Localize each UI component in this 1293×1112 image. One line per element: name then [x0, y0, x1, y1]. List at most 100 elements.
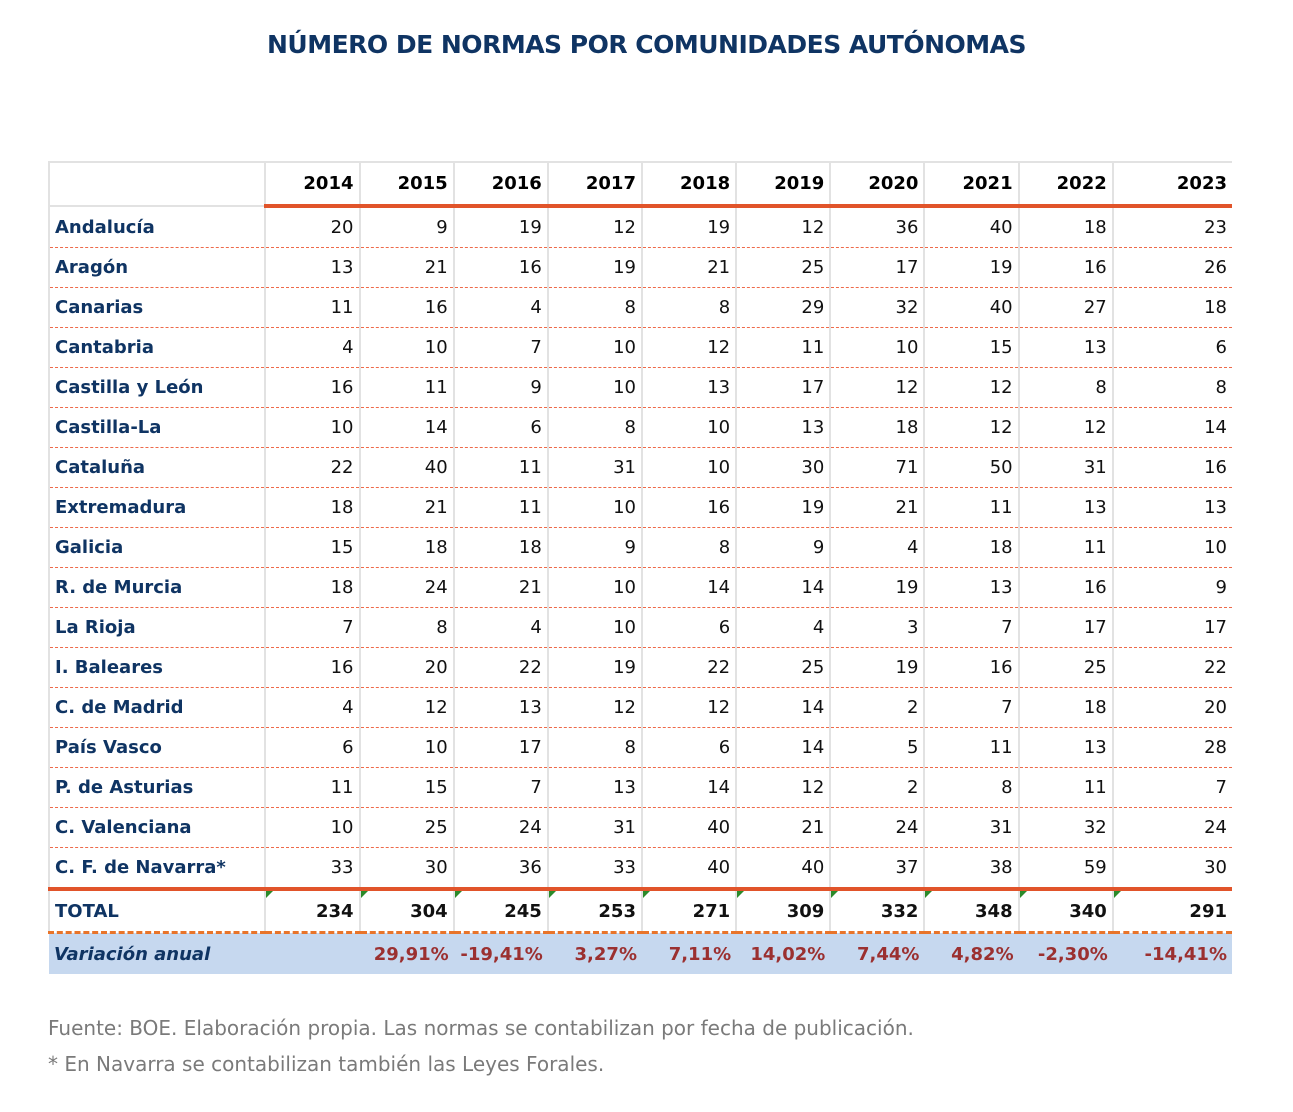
- cell-value: 10: [264, 807, 360, 848]
- region-name: I. Baleares: [47, 647, 266, 688]
- cell-value: 33: [264, 847, 360, 890]
- cell-value: 7: [923, 687, 1019, 728]
- cell-value: 13: [1017, 727, 1113, 768]
- cell-value: 14: [640, 567, 737, 608]
- region-name: P. de Asturias: [47, 767, 266, 808]
- cell-value: 38: [923, 847, 1019, 890]
- cell-value: 21: [452, 567, 548, 608]
- variation-label: Variación anual: [49, 932, 266, 974]
- region-name: C. F. de Navarra*: [47, 847, 266, 890]
- cell-value: 7: [452, 327, 548, 368]
- year-header: 2018: [640, 161, 737, 208]
- cell-value: 8: [546, 407, 642, 448]
- cell-value: 8: [640, 287, 737, 328]
- cell-value: 18: [1111, 287, 1232, 328]
- cell-value: 31: [546, 807, 642, 848]
- cell-value: 14: [358, 407, 454, 448]
- cell-value: 16: [264, 647, 360, 688]
- cell-value: 30: [735, 447, 831, 488]
- region-name: C. Valenciana: [47, 807, 266, 848]
- table-row: País Vasco 6 10 17 8 6 14 5 11 13 28: [47, 727, 1232, 768]
- region-name: Aragón: [47, 247, 266, 288]
- cell-value: 18: [452, 527, 548, 568]
- cell-value: 19: [923, 247, 1019, 288]
- cell-value: 10: [829, 327, 925, 368]
- cell-value: 13: [452, 687, 548, 728]
- total-value: 309: [735, 887, 831, 934]
- cell-value: 16: [1017, 247, 1113, 288]
- cell-value: 24: [358, 567, 454, 608]
- variation-value: 3,27%: [547, 932, 642, 974]
- cell-value: 22: [452, 647, 548, 688]
- total-label: TOTAL: [47, 887, 266, 934]
- cell-value: 6: [640, 727, 737, 768]
- normas-table: 2014 2015 2016 2017 2018 2019 2020 2021 2022 2023…: [47, 161, 1232, 974]
- variation-value: 4,82%: [924, 932, 1019, 974]
- variation-value: 7,44%: [830, 932, 925, 974]
- cell-value: 11: [1017, 527, 1113, 568]
- table-row: Andalucía 20 9 19 12 19 12 36 40 18 23: [47, 206, 1232, 248]
- cell-value: 8: [640, 527, 737, 568]
- table-row: Castilla y León 16 11 9 10 13 17 12 12 8 8: [47, 367, 1232, 408]
- cell-value: 8: [546, 287, 642, 328]
- region-name: Castilla y León: [47, 367, 266, 408]
- cell-value: 7: [1111, 767, 1232, 808]
- total-value: 234: [264, 887, 360, 934]
- cell-value: 13: [640, 367, 737, 408]
- cell-value: 14: [735, 727, 831, 768]
- total-value: 304: [358, 887, 454, 934]
- cell-value: 11: [923, 727, 1019, 768]
- cell-value: 3: [829, 607, 925, 648]
- cell-value: 4: [264, 687, 360, 728]
- cell-value: 23: [1111, 206, 1232, 248]
- cell-value: 30: [1111, 847, 1232, 890]
- cell-value: 10: [640, 407, 737, 448]
- cell-value: 24: [1111, 807, 1232, 848]
- total-value: 271: [640, 887, 737, 934]
- cell-value: 10: [358, 327, 454, 368]
- region-name: País Vasco: [47, 727, 266, 768]
- cell-value: 10: [546, 607, 642, 648]
- source-note: Fuente: BOE. Elaboración propia. Las nor…: [48, 1016, 914, 1040]
- table-row: C. F. de Navarra* 33 30 36 33 40 40 37 38 59 30: [47, 847, 1232, 890]
- cell-value: 7: [264, 607, 360, 648]
- cell-value: 7: [923, 607, 1019, 648]
- year-header: 2015: [358, 161, 454, 208]
- region-name: R. de Murcia: [47, 567, 266, 608]
- cell-value: 4: [452, 607, 548, 648]
- cell-value: 8: [1017, 367, 1113, 408]
- variation-row: Variación anual 29,91% -19,41% 3,27% 7,11% 14…: [49, 932, 1232, 974]
- year-header: 2017: [546, 161, 642, 208]
- cell-value: 24: [829, 807, 925, 848]
- cell-value: 16: [923, 647, 1019, 688]
- header-row: 2014 2015 2016 2017 2018 2019 2020 2021 2022 2023: [47, 161, 1232, 208]
- cell-value: 12: [735, 767, 831, 808]
- cell-value: 18: [1017, 206, 1113, 248]
- cell-value: 11: [264, 287, 360, 328]
- cell-value: 6: [1111, 327, 1232, 368]
- cell-value: 21: [829, 487, 925, 528]
- table-row: Castilla-La 10 14 6 8 10 13 18 12 12 14: [47, 407, 1232, 448]
- cell-value: 13: [546, 767, 642, 808]
- cell-value: 12: [923, 407, 1019, 448]
- cell-value: 18: [264, 567, 360, 608]
- cell-value: 11: [452, 487, 548, 528]
- table-row: Galicia 15 18 18 9 8 9 4 18 11 10: [47, 527, 1232, 568]
- cell-value: 17: [452, 727, 548, 768]
- cell-value: 71: [829, 447, 925, 488]
- cell-value: 40: [923, 287, 1019, 328]
- cell-value: 9: [452, 367, 548, 408]
- region-name: Castilla-La: [47, 407, 266, 448]
- region-name: La Rioja: [47, 607, 266, 648]
- cell-value: 10: [640, 447, 737, 488]
- cell-value: 12: [1017, 407, 1113, 448]
- cell-value: 20: [264, 206, 360, 248]
- region-name: C. de Madrid: [47, 687, 266, 728]
- cell-value: 40: [358, 447, 454, 488]
- region-name: Galicia: [47, 527, 266, 568]
- total-value: 291: [1111, 887, 1232, 934]
- cell-value: 10: [358, 727, 454, 768]
- cell-value: 11: [1017, 767, 1113, 808]
- cell-value: 24: [452, 807, 548, 848]
- cell-value: 10: [546, 327, 642, 368]
